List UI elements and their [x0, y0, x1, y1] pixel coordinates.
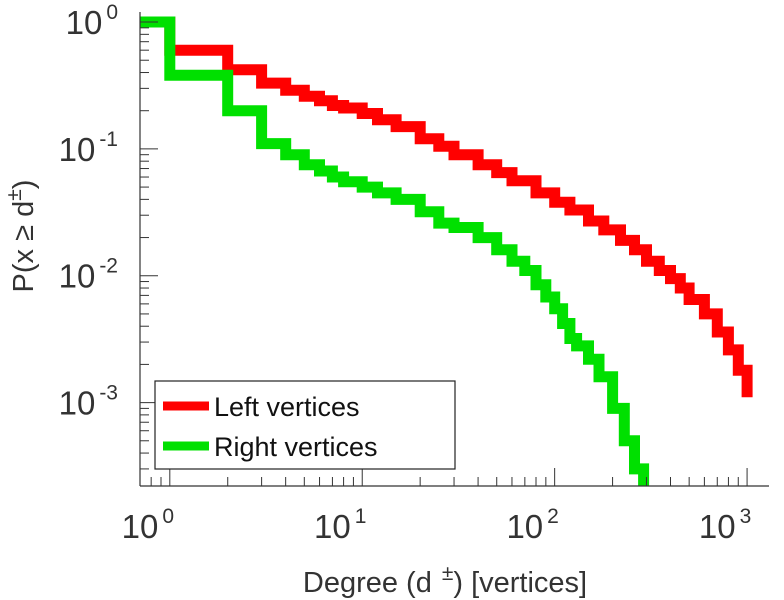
legend-label-left: Left vertices — [214, 392, 360, 422]
legend: Left vertices Right vertices — [154, 380, 456, 470]
y-tick-label: 10 -3 — [59, 382, 118, 422]
y-tick-label: 10 -1 — [59, 128, 118, 168]
y-tick-label: 10 0 — [66, 1, 118, 41]
x-tick-label: 10 0 — [122, 505, 174, 545]
y-tick-label: 10 -2 — [59, 255, 118, 295]
x-tick-label: 10 2 — [506, 505, 558, 545]
plot-area — [140, 16, 753, 486]
series-line-left-vertices — [140, 16, 753, 398]
x-tick-label: 10 3 — [699, 505, 751, 545]
legend-box — [154, 380, 456, 470]
x-axis-label: Degree (d ±) [vertices] — [303, 562, 587, 599]
tick-marks — [139, 21, 748, 486]
series-line-right-vertices — [140, 16, 650, 486]
y-axis-label: P(x ≥ d±) — [3, 180, 40, 293]
tick-labels: 10 0 10 1 10 2 10 3 10 0 10 -1 10 -2 10 -3 — [59, 1, 752, 545]
legend-label-right: Right vertices — [214, 432, 378, 462]
x-tick-label: 10 1 — [314, 505, 366, 545]
